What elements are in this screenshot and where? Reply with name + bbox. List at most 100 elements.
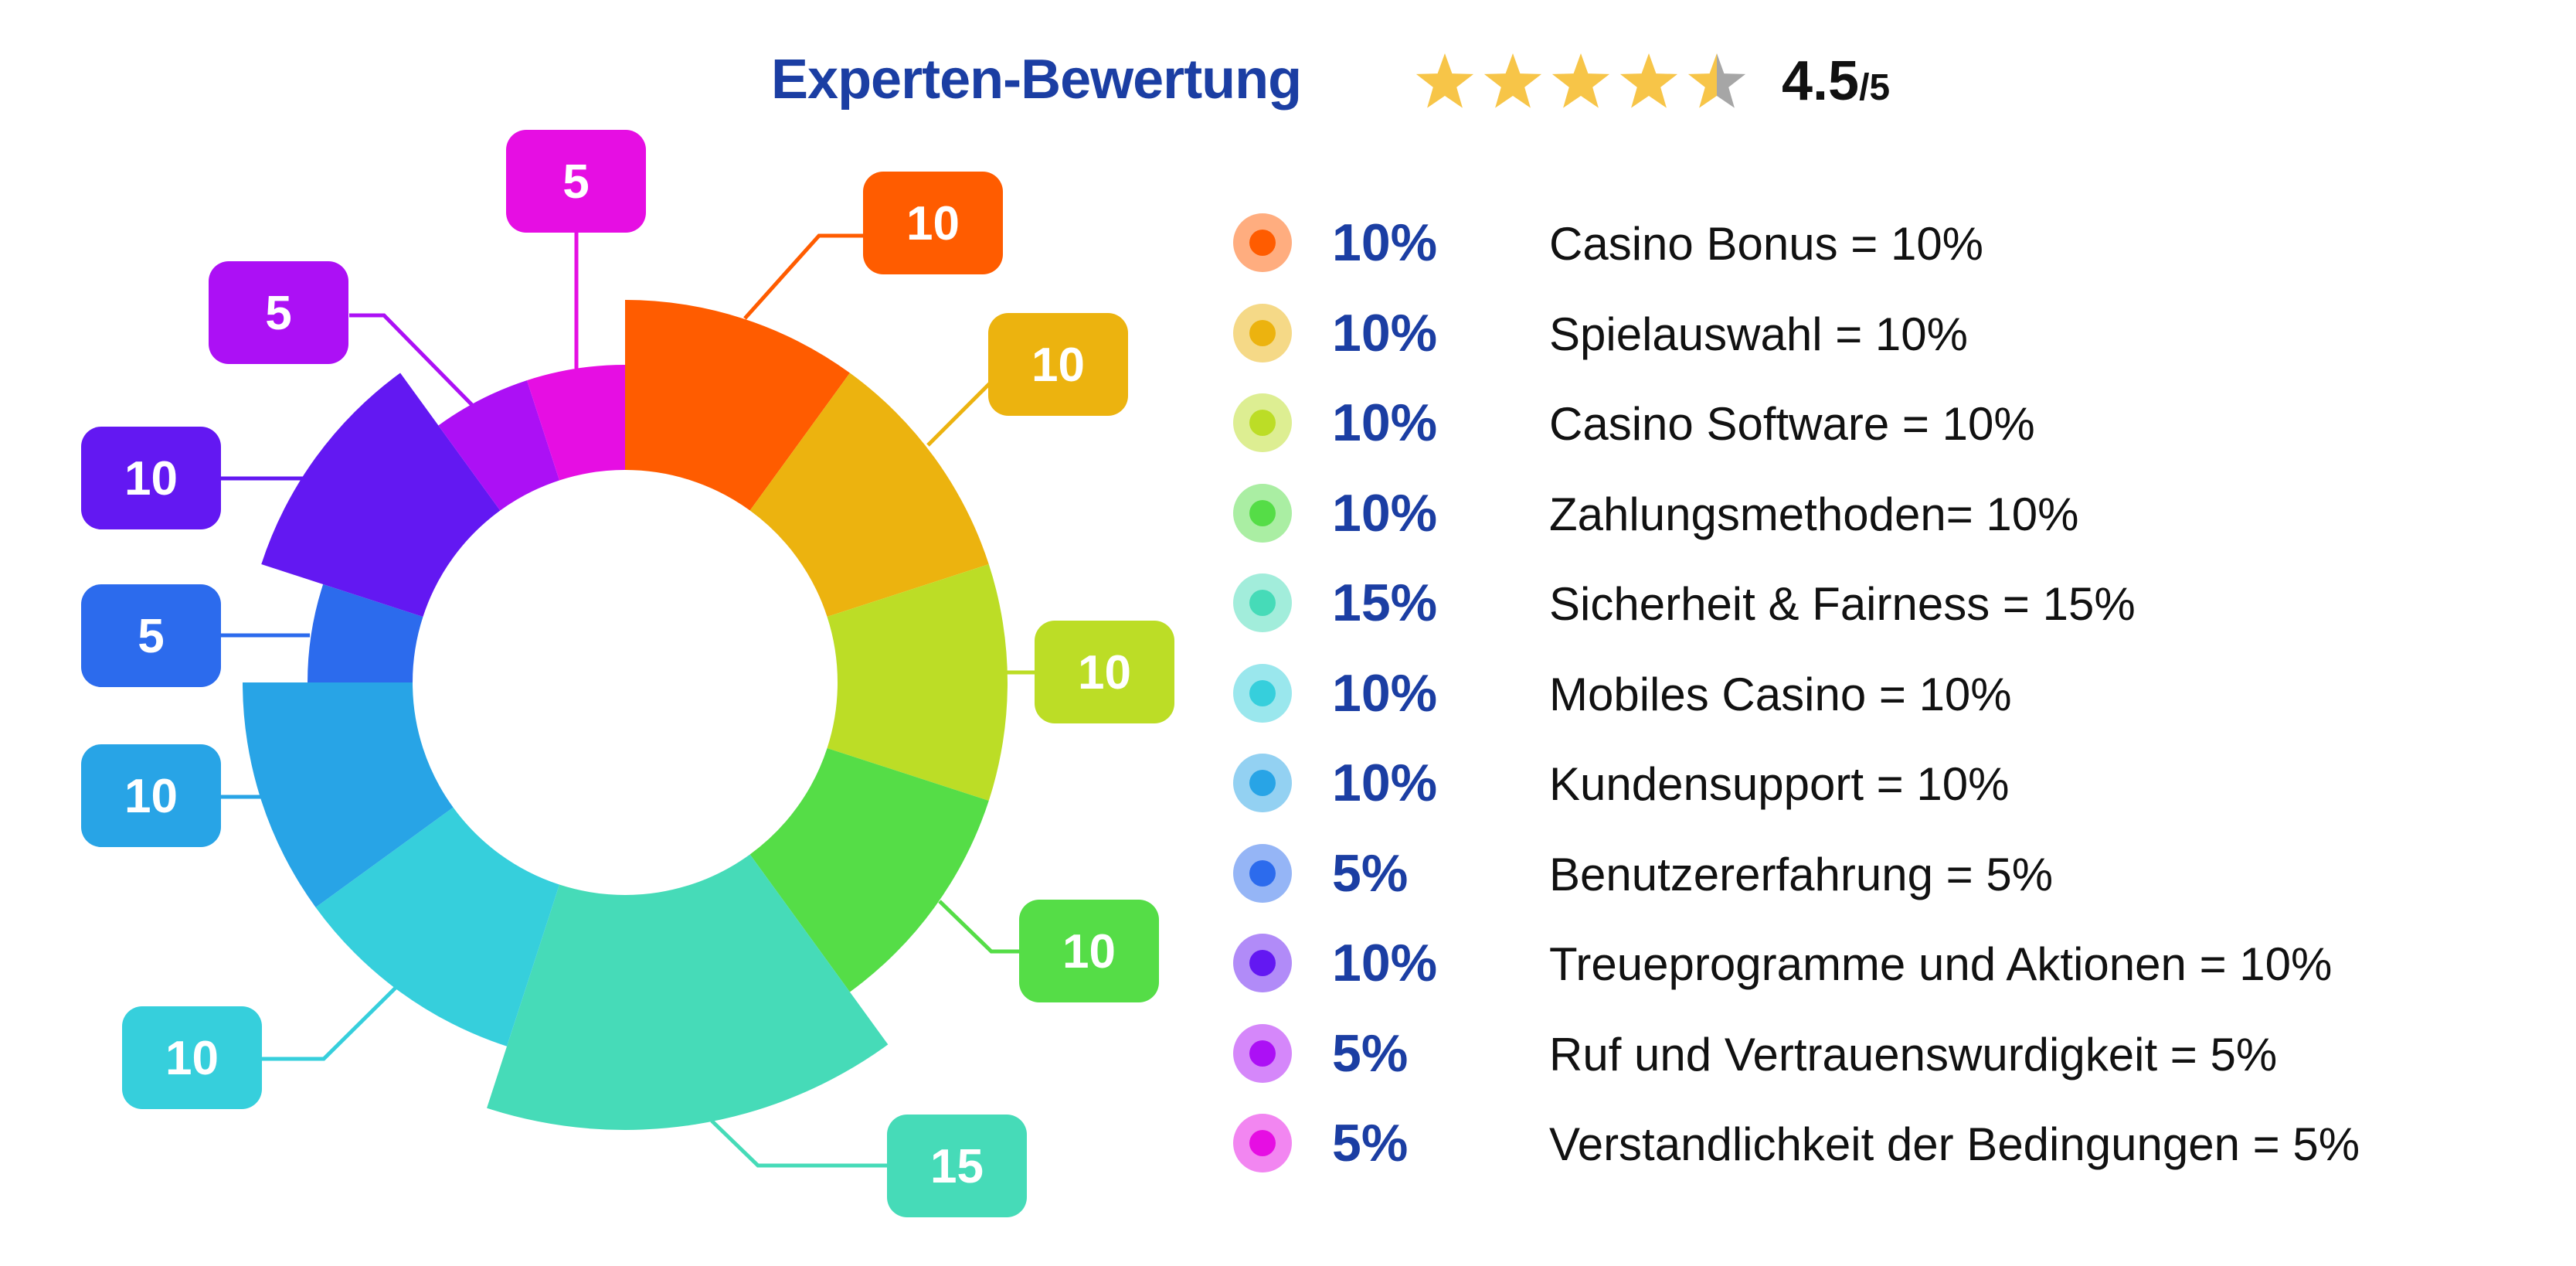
legend-percent: 10% (1332, 934, 1438, 992)
value-label-4: 15 (930, 1140, 984, 1193)
connector-line-5 (261, 986, 397, 1061)
legend-label: Spielauswahl = 10% (1549, 308, 1969, 360)
legend-percent: 5% (1332, 843, 1409, 903)
chart-title: Experten-Bewertung (771, 49, 1302, 111)
legend-marker-dot (1249, 1040, 1276, 1067)
legend-marker-dot (1249, 1130, 1276, 1156)
value-label-box-8 (81, 427, 221, 529)
legend-marker-dot (1249, 499, 1276, 526)
value-label-box-9 (209, 261, 348, 364)
value-label-box-3 (1019, 900, 1159, 1002)
value-label-7: 5 (138, 610, 164, 663)
value-label-10: 5 (562, 155, 589, 209)
legend-item: 5% Benutzererfahrung = 5% (1233, 841, 2547, 906)
legend-marker-icon (1233, 843, 1292, 903)
donut-segment-4 (487, 854, 889, 1130)
legend-label: Mobiles Casino = 10% (1549, 668, 2012, 720)
legend-item: 10% Zahlungsmethoden= 10% (1233, 481, 2547, 546)
legend-marker-icon (1233, 934, 1292, 992)
value-label-8: 10 (124, 452, 178, 505)
legend-marker-icon (1233, 483, 1292, 543)
legend-label: Ruf und Vertrauenswurdigkeit = 5% (1549, 1028, 2278, 1081)
value-label-2: 10 (1078, 646, 1131, 699)
legend-marker-icon (1233, 393, 1292, 452)
legend-percent: 10% (1332, 754, 1438, 812)
legend-label: Benutzererfahrung = 5% (1549, 848, 2054, 900)
donut-segment-10 (526, 365, 625, 481)
legend-item: 15% Sicherheit & Fairness = 15% (1233, 570, 2547, 635)
legend-marker-icon (1233, 754, 1292, 812)
donut-segment-2 (827, 564, 1008, 801)
donut-segment-8 (261, 373, 501, 618)
donut-segment-7 (308, 584, 423, 682)
legend-marker-icon (1233, 1023, 1292, 1083)
value-label-6: 10 (124, 770, 178, 823)
legend-item: 10% Casino Software = 10% (1233, 390, 2547, 455)
connector-line-9 (349, 313, 474, 407)
value-label-0: 10 (906, 197, 960, 250)
value-label-3: 10 (1062, 925, 1116, 978)
legend-marker-dot (1249, 410, 1276, 436)
value-label-box-5 (122, 1006, 262, 1109)
donut-segment-5 (315, 807, 560, 1046)
value-label-box-10 (506, 130, 646, 233)
legend-item: 10% Spielauswahl = 10% (1233, 301, 2547, 366)
legend-percent: 5% (1332, 1114, 1409, 1172)
star-half-icon (1687, 53, 1746, 108)
legend-item: 5% Ruf und Vertrauenswurdigkeit = 5% (1233, 1021, 2547, 1086)
legend-marker-icon (1233, 303, 1292, 362)
star-full-icon (1619, 53, 1678, 108)
star-full-icon (1415, 53, 1474, 108)
donut-segment-0 (625, 300, 850, 511)
value-label-box-4 (887, 1115, 1027, 1217)
legend-item: 5% Verstandlichkeit der Bedingungen = 5% (1233, 1111, 2547, 1176)
legend-percent: 10% (1332, 663, 1438, 723)
legend-label: Casino Software = 10% (1549, 398, 2035, 450)
rating-value: 4.5 (1782, 50, 1860, 112)
legend-label: Zahlungsmethoden= 10% (1549, 488, 2079, 540)
legend-marker-dot (1249, 770, 1276, 796)
star-full-icon (1483, 53, 1542, 108)
donut-segment-6 (243, 682, 454, 907)
star-full-icon (1551, 53, 1610, 108)
legend-marker-dot (1249, 590, 1276, 616)
connector-line-3 (938, 900, 1019, 954)
legend-marker-icon (1233, 573, 1292, 632)
legend-item: 10% Mobiles Casino = 10% (1233, 661, 2547, 726)
legend-item: 10% Casino Bonus = 10% (1233, 210, 2547, 275)
legend-label: Sicherheit & Fairness = 15% (1549, 578, 2136, 630)
legend-marker-icon (1233, 1114, 1292, 1172)
donut-segment-3 (749, 747, 989, 992)
legend-label: Casino Bonus = 10% (1549, 218, 1984, 270)
legend-item: 10% Kundensupport = 10% (1233, 750, 2547, 815)
value-label-box-7 (81, 584, 221, 687)
value-label-5: 10 (165, 1032, 219, 1085)
legend-percent: 5% (1332, 1023, 1409, 1083)
connector-line-1 (926, 379, 994, 447)
donut-segment-1 (749, 373, 989, 618)
value-label-1: 10 (1031, 339, 1085, 392)
legend-marker-dot (1249, 230, 1276, 256)
value-label-box-2 (1035, 621, 1174, 723)
legend-percent: 10% (1332, 393, 1438, 452)
connector-line-4 (710, 1119, 887, 1168)
legend-percent: 10% (1332, 303, 1438, 362)
value-label-box-1 (988, 313, 1128, 416)
value-label-box-0 (863, 172, 1003, 274)
donut-segment-9 (438, 380, 560, 511)
legend-percent: 10% (1332, 483, 1438, 543)
value-label-9: 5 (265, 287, 291, 340)
legend-label: Treueprogramme und Aktionen = 10% (1549, 938, 2333, 990)
legend-marker-icon (1233, 213, 1292, 272)
legend-marker-dot (1249, 950, 1276, 976)
legend-marker-icon (1233, 663, 1292, 723)
value-label-box-6 (81, 744, 221, 847)
legend-marker-dot (1249, 319, 1276, 346)
connector-line-0 (743, 233, 863, 320)
legend-marker-dot (1249, 679, 1276, 706)
rating-max: /5 (1859, 67, 1891, 108)
legend-percent: 15% (1332, 573, 1438, 632)
legend-marker-dot (1249, 859, 1276, 887)
